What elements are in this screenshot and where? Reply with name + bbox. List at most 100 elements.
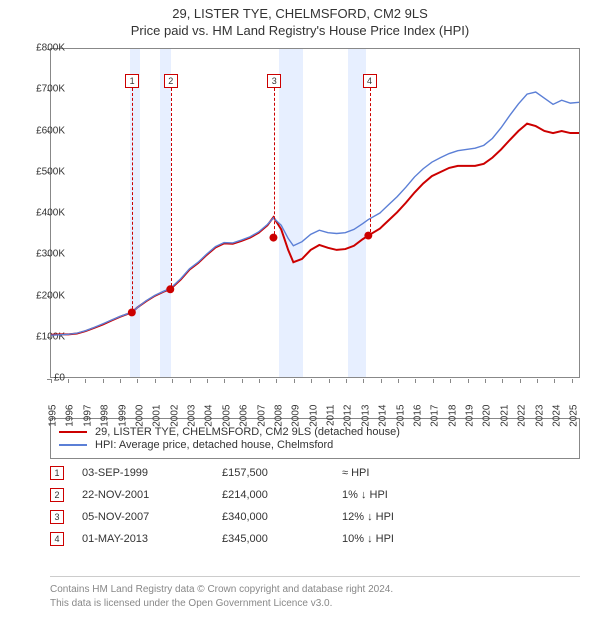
sale-marker-box: 1: [125, 74, 139, 88]
sale-marker-line: [132, 88, 133, 314]
x-axis-label: 2022: [517, 405, 528, 435]
sales-row-price: £214,000: [222, 489, 342, 501]
x-axis-label: 2010: [308, 405, 319, 435]
x-axis-label: 2014: [378, 405, 389, 435]
x-tick: [415, 379, 416, 383]
title-address: 29, LISTER TYE, CHELMSFORD, CM2 9LS: [0, 6, 600, 21]
x-tick: [172, 379, 173, 383]
title-block: 29, LISTER TYE, CHELMSFORD, CM2 9LS Pric…: [0, 0, 600, 38]
x-axis-label: 2021: [499, 405, 510, 435]
x-axis-label: 2003: [187, 405, 198, 435]
x-tick: [103, 379, 104, 383]
x-tick: [537, 379, 538, 383]
x-axis-label: 1997: [82, 405, 93, 435]
sales-row-hpi: 12% ↓ HPI: [342, 511, 452, 523]
x-tick: [381, 379, 382, 383]
chart-svg: [51, 49, 579, 377]
sale-marker-line: [171, 88, 172, 291]
x-axis-label: 1996: [65, 405, 76, 435]
sales-row-marker: 2: [50, 488, 64, 502]
x-tick: [137, 379, 138, 383]
x-tick: [450, 379, 451, 383]
sales-row-price: £340,000: [222, 511, 342, 523]
x-axis-label: 2007: [256, 405, 267, 435]
sales-table: 1 03-SEP-1999£157,500≈ HPI 2 22-NOV-2001£21…: [50, 462, 580, 550]
sales-row-price: £157,500: [222, 467, 342, 479]
legend-item: HPI: Average price, detached house, Chel…: [59, 439, 571, 451]
sales-row-date: 22-NOV-2001: [82, 489, 222, 501]
x-axis-label: 2009: [291, 405, 302, 435]
sale-marker-line: [274, 88, 275, 239]
sales-row-hpi: 1% ↓ HPI: [342, 489, 452, 501]
sale-marker-box: 2: [164, 74, 178, 88]
x-axis-label: 2000: [134, 405, 145, 435]
sale-marker-dot: [364, 232, 372, 240]
x-tick: [155, 379, 156, 383]
x-tick: [398, 379, 399, 383]
series-price_paid: [51, 124, 579, 335]
x-axis-label: 2006: [239, 405, 250, 435]
x-tick: [68, 379, 69, 383]
x-tick: [329, 379, 330, 383]
title-subtitle: Price paid vs. HM Land Registry's House …: [0, 23, 600, 38]
x-axis-label: 1999: [117, 405, 128, 435]
x-axis-label: 2001: [152, 405, 163, 435]
chart-container: 29, LISTER TYE, CHELMSFORD, CM2 9LS Pric…: [0, 0, 600, 620]
x-tick: [468, 379, 469, 383]
x-axis-label: 1995: [48, 405, 59, 435]
x-tick: [190, 379, 191, 383]
sales-row-date: 01-MAY-2013: [82, 533, 222, 545]
x-tick: [346, 379, 347, 383]
x-tick: [276, 379, 277, 383]
sales-row: 401-MAY-2013£345,00010% ↓ HPI: [50, 528, 580, 550]
x-tick: [120, 379, 121, 383]
x-axis-label: 2017: [430, 405, 441, 435]
legend-swatch: [59, 444, 87, 446]
x-tick: [207, 379, 208, 383]
sales-row: 305-NOV-2007£340,00012% ↓ HPI: [50, 506, 580, 528]
x-axis-label: 2004: [204, 405, 215, 435]
sale-marker-line: [370, 88, 371, 237]
legend-label: HPI: Average price, detached house, Chel…: [95, 439, 333, 451]
x-axis-label: 2002: [169, 405, 180, 435]
sale-marker-box: 4: [363, 74, 377, 88]
x-axis-label: 2008: [273, 405, 284, 435]
x-axis-label: 2025: [569, 405, 580, 435]
x-axis-label: 2013: [360, 405, 371, 435]
x-axis-label: 2020: [482, 405, 493, 435]
x-axis-label: 2024: [551, 405, 562, 435]
x-axis-label: 2018: [447, 405, 458, 435]
x-tick: [572, 379, 573, 383]
footer-line: Contains HM Land Registry data © Crown c…: [50, 583, 580, 597]
x-axis-label: 1998: [100, 405, 111, 435]
x-tick: [363, 379, 364, 383]
footer: Contains HM Land Registry data © Crown c…: [50, 576, 580, 610]
series-hpi: [51, 92, 579, 335]
sales-row-date: 03-SEP-1999: [82, 467, 222, 479]
x-axis-label: 2005: [221, 405, 232, 435]
x-tick: [311, 379, 312, 383]
x-tick: [224, 379, 225, 383]
sales-row: 2 22-NOV-2001£214,0001% ↓ HPI: [50, 484, 580, 506]
x-tick: [485, 379, 486, 383]
x-axis-label: 2011: [326, 405, 337, 435]
x-tick: [85, 379, 86, 383]
x-tick: [433, 379, 434, 383]
x-axis-label: 2019: [465, 405, 476, 435]
x-axis-label: 2023: [534, 405, 545, 435]
sales-row-marker: 1: [50, 466, 64, 480]
footer-line: This data is licensed under the Open Gov…: [50, 597, 580, 611]
x-tick: [294, 379, 295, 383]
x-tick: [502, 379, 503, 383]
x-tick: [554, 379, 555, 383]
sales-row: 1 03-SEP-1999£157,500≈ HPI: [50, 462, 580, 484]
x-axis-label: 2012: [343, 405, 354, 435]
sale-marker-box: 3: [267, 74, 281, 88]
x-axis-label: 2015: [395, 405, 406, 435]
x-axis-label: 2016: [412, 405, 423, 435]
sales-row-date: 05-NOV-2007: [82, 511, 222, 523]
sales-row-hpi: ≈ HPI: [342, 467, 452, 479]
x-tick: [259, 379, 260, 383]
x-tick: [242, 379, 243, 383]
sales-row-price: £345,000: [222, 533, 342, 545]
